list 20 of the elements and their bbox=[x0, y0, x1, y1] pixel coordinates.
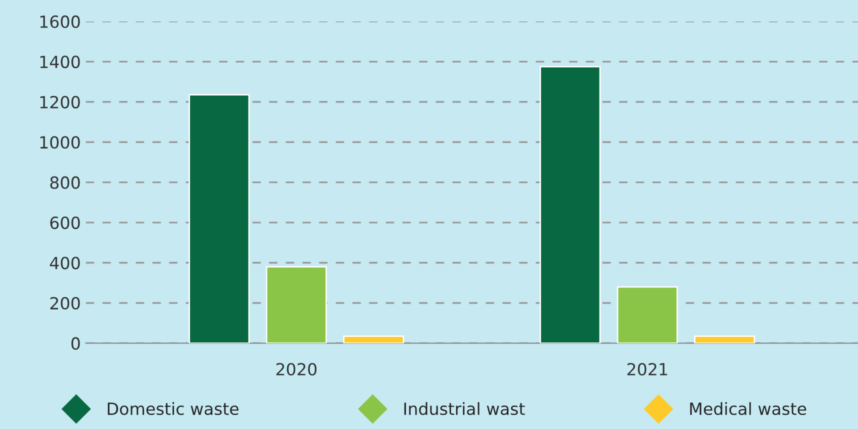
bar bbox=[266, 266, 327, 344]
y-tick-label: 200 bbox=[50, 296, 80, 310]
x-tick-label: 2021 bbox=[627, 362, 668, 376]
y-tick-label: 0 bbox=[71, 337, 80, 350]
legend-label: Industrial wast bbox=[404, 402, 525, 416]
y-tick-label: 1600 bbox=[40, 15, 80, 28]
legend-label: Medical waste bbox=[690, 402, 806, 416]
y-tick-label: 600 bbox=[50, 216, 80, 230]
y-tick-label: 1200 bbox=[40, 96, 80, 108]
bar bbox=[188, 94, 250, 344]
y-tick-label: 1000 bbox=[40, 136, 80, 149]
bar bbox=[540, 66, 601, 344]
y-tick-label: 400 bbox=[50, 256, 80, 270]
legend-label: Domestic waste bbox=[108, 402, 238, 416]
y-tick-label: 1400 bbox=[40, 56, 80, 68]
y-tick-label: 800 bbox=[50, 176, 80, 189]
bar bbox=[343, 335, 404, 344]
bar bbox=[616, 286, 678, 344]
bar bbox=[694, 335, 756, 344]
x-tick-label: 2020 bbox=[276, 362, 316, 376]
